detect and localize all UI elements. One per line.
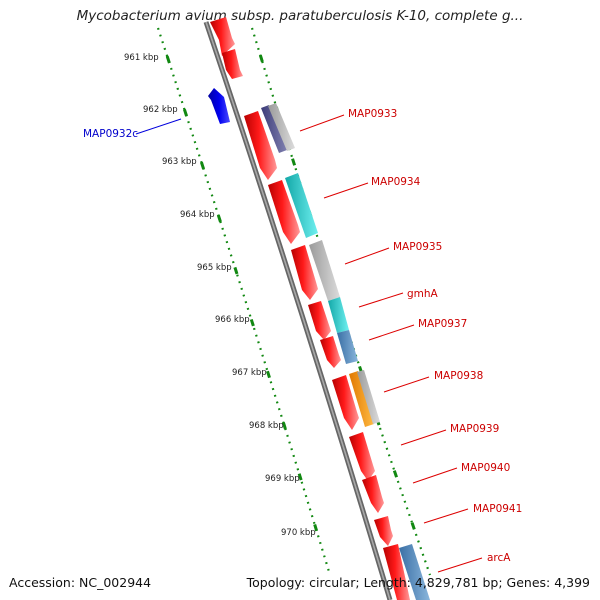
kbp-label: 969 kbp [265, 474, 300, 484]
gene-MAP0938-arrow[interactable] [332, 375, 359, 430]
kbp-tick [216, 214, 222, 223]
gene-label-leader-MAP0932c [135, 118, 182, 135]
kbp-tick [313, 524, 319, 532]
kbp-tick [281, 422, 287, 430]
domain-feature [309, 240, 340, 301]
gene-label-MAP0940[interactable]: MAP0940 [461, 462, 510, 474]
kbp-tick [410, 522, 416, 530]
kbp-tick [266, 370, 271, 379]
domain-feature [349, 371, 374, 427]
domain-feature [261, 105, 287, 153]
domain-feature [285, 173, 318, 238]
kbp-label: 968 kbp [249, 421, 284, 431]
gene-label-MAP0934[interactable]: MAP0934 [371, 176, 421, 188]
forward-gene-arrows [210, 17, 410, 600]
gene-gmhA-arrow[interactable] [308, 301, 331, 340]
gene-label-MAP0941[interactable]: MAP0941 [473, 503, 522, 515]
gene-upstream-arrow[interactable] [222, 49, 243, 79]
gene-MAP0932c-arrow[interactable] [208, 88, 230, 124]
gene-label-MAP0938[interactable]: MAP0938 [434, 370, 483, 382]
gene-label-leaders [299, 114, 483, 573]
kbp-label: 962 kbp [143, 105, 178, 115]
kbp-tick [249, 318, 255, 327]
kbp-labels: 961 kbp 962 kbp 963 kbp 964 kbp 965 kbp … [124, 53, 316, 538]
kbp-tick-marks [165, 54, 416, 532]
domain-feature [357, 370, 380, 424]
domain-feature [328, 297, 349, 333]
gene-MAP0933-arrow[interactable] [244, 111, 277, 180]
kbp-tick [183, 108, 189, 117]
accession-text: Accession: NC_002944 [9, 575, 152, 590]
kbp-label: 961 kbp [124, 53, 159, 63]
kbp-label: 965 kbp [197, 263, 232, 273]
domain-feature [268, 103, 295, 151]
kbp-tick [258, 54, 264, 63]
gene-MAP0941-arrow[interactable] [374, 516, 393, 546]
gene-labels: MAP0932c MAP0933 MAP0934 MAP0935 gmhA MA… [83, 108, 522, 564]
kbp-tick [291, 158, 297, 166]
kbp-label: 963 kbp [162, 157, 197, 167]
gene-label-MAP0935[interactable]: MAP0935 [393, 241, 442, 253]
domain-feature [337, 330, 358, 364]
gene-MAP0940-arrow[interactable] [362, 475, 384, 513]
gene-label-MAP0932c[interactable]: MAP0932c [83, 128, 138, 140]
gene-upstream-arrow[interactable] [210, 17, 235, 56]
kbp-label: 967 kbp [232, 368, 267, 378]
domain-feature [399, 544, 430, 600]
kbp-label: 964 kbp [180, 210, 215, 220]
gene-label-MAP0937[interactable]: MAP0937 [418, 318, 467, 330]
gene-arcA-arrow[interactable] [383, 544, 410, 600]
genome-backbone-highlight [205, 21, 391, 600]
genome-summary-text: Topology: circular; Length: 4,829,781 bp… [246, 575, 590, 590]
gene-label-MAP0939[interactable]: MAP0939 [450, 423, 499, 435]
protein-domain-features [261, 103, 430, 600]
kbp-tick [165, 55, 171, 64]
kbp-tick [297, 473, 303, 481]
gene-label-arcA[interactable]: arcA [487, 552, 511, 564]
gene-label-MAP0933[interactable]: MAP0933 [348, 108, 397, 120]
kbp-tick [233, 266, 239, 275]
kbp-tick [200, 161, 206, 170]
gene-MAP0934-arrow[interactable] [268, 180, 300, 244]
gene-MAP0937-arrow[interactable] [320, 336, 341, 368]
kbp-tick [392, 470, 398, 478]
gene-MAP0935-arrow[interactable] [291, 245, 318, 300]
kbp-label: 970 kbp [281, 528, 316, 538]
gene-label-gmhA[interactable]: gmhA [407, 288, 439, 300]
map-title: Mycobacterium avium subsp. paratuberculo… [76, 8, 524, 24]
kbp-label: 966 kbp [215, 315, 250, 325]
gene-MAP0939-arrow[interactable] [349, 432, 375, 481]
